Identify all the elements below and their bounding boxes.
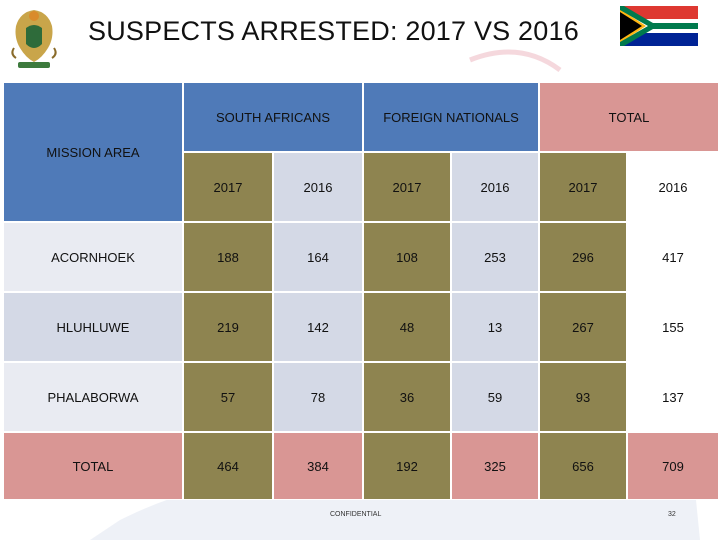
year-header: 2017 bbox=[183, 152, 273, 222]
table-cell: 48 bbox=[363, 292, 451, 362]
table-cell: 57 bbox=[183, 362, 273, 432]
table-cell: 384 bbox=[273, 432, 363, 500]
table-cell: 253 bbox=[451, 222, 539, 292]
table-cell: 464 bbox=[183, 432, 273, 500]
year-header: 2016 bbox=[451, 152, 539, 222]
table-cell: 164 bbox=[273, 222, 363, 292]
corner-header: MISSION AREA bbox=[3, 82, 183, 222]
corner-header-label: MISSION AREA bbox=[46, 144, 140, 160]
page-number: 32 bbox=[668, 511, 676, 518]
row-label-phalaborwa: PHALABORWA bbox=[3, 362, 183, 432]
table-cell: 155 bbox=[627, 292, 719, 362]
year-header: 2017 bbox=[539, 152, 627, 222]
table-cell: 78 bbox=[273, 362, 363, 432]
table-cell: 656 bbox=[539, 432, 627, 500]
group-header-foreign-nationals: FOREIGN NATIONALS bbox=[363, 82, 539, 152]
row-label-total: TOTAL bbox=[3, 432, 183, 500]
page-title: SUSPECTS ARRESTED: 2017 VS 2016 bbox=[88, 16, 579, 46]
year-header: 2016 bbox=[627, 152, 719, 222]
table-cell: 325 bbox=[451, 432, 539, 500]
coat-of-arms-icon bbox=[11, 10, 57, 68]
row-label-hluhluwe: HLUHLUWE bbox=[3, 292, 183, 362]
table-cell: 709 bbox=[627, 432, 719, 500]
table-cell: 93 bbox=[539, 362, 627, 432]
table-cell: 59 bbox=[451, 362, 539, 432]
table-cell: 296 bbox=[539, 222, 627, 292]
table-cell: 192 bbox=[363, 432, 451, 500]
table-cell: 13 bbox=[451, 292, 539, 362]
table-cell: 417 bbox=[627, 222, 719, 292]
table-cell: 137 bbox=[627, 362, 719, 432]
table-cell: 219 bbox=[183, 292, 273, 362]
table-cell: 36 bbox=[363, 362, 451, 432]
group-header-total: TOTAL bbox=[539, 82, 719, 152]
year-header: 2016 bbox=[273, 152, 363, 222]
table-cell: 188 bbox=[183, 222, 273, 292]
year-header: 2017 bbox=[363, 152, 451, 222]
group-header-south-africans: SOUTH AFRICANS bbox=[183, 82, 363, 152]
south-africa-flag-icon bbox=[620, 6, 698, 46]
table-cell: 267 bbox=[539, 292, 627, 362]
table-cell: 142 bbox=[273, 292, 363, 362]
table-cell: 108 bbox=[363, 222, 451, 292]
row-label-acornhoek: ACORNHOEK bbox=[3, 222, 183, 292]
confidential-label: CONFIDENTIAL bbox=[330, 511, 382, 518]
